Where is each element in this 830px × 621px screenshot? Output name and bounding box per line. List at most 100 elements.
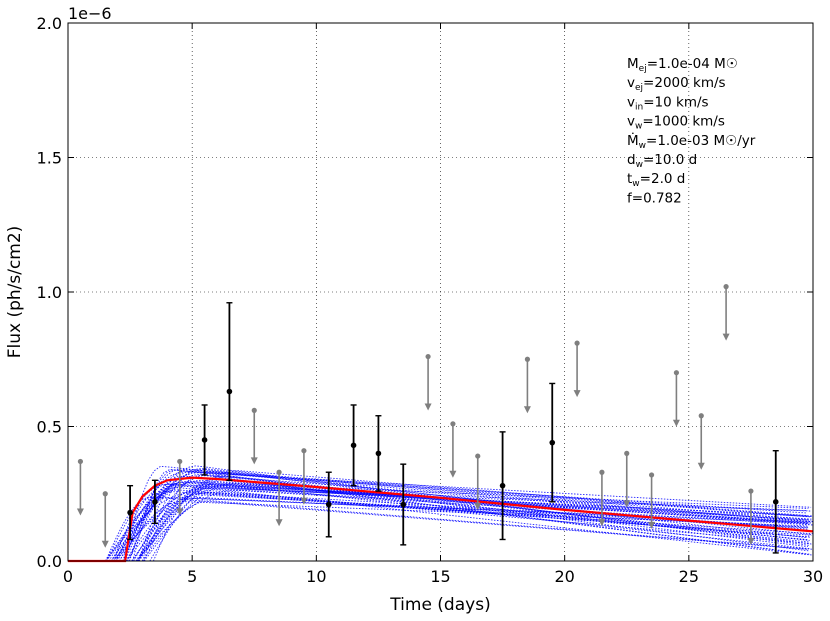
sample-curve: [152, 483, 812, 562]
x-axis-label: Time (days): [389, 595, 490, 615]
upper-limit-arrowhead: [722, 333, 730, 341]
detection: [325, 471, 332, 538]
upper-limit-point: [102, 491, 108, 497]
upper-limit-point: [301, 448, 307, 454]
upper-limit: [722, 284, 730, 341]
upper-limit-arrowhead: [76, 508, 84, 516]
sample-curve: [132, 468, 810, 562]
upper-limit-arrowhead: [598, 519, 606, 527]
x-axis-ticks: 0 5 10 15 20 25 30: [63, 23, 823, 586]
sample-curve: [138, 470, 810, 562]
upper-limit: [747, 488, 755, 546]
upper-limit-point: [673, 370, 680, 376]
detection: [549, 382, 556, 503]
x-tick-label: 15: [430, 567, 450, 586]
detection: [772, 450, 779, 554]
sample-curve: [141, 500, 813, 562]
detection: [400, 463, 407, 546]
sample-curve: [114, 471, 812, 562]
upper-limit-point: [475, 453, 481, 459]
x-tick-label: 10: [306, 567, 326, 586]
detection: [151, 479, 158, 525]
upper-limit-markers: [76, 284, 755, 548]
sample-curve: [133, 475, 811, 562]
upper-limit-arrowhead: [747, 538, 755, 546]
upper-limit: [250, 407, 258, 465]
detection: [201, 404, 208, 476]
sample-curve: [130, 475, 809, 562]
parameter-line: vw=1000 km/s: [627, 114, 725, 132]
upper-limit-arrowhead: [424, 403, 432, 411]
sample-curve: [110, 480, 813, 562]
y-scale-label: 1e−6: [68, 4, 112, 23]
sample-curve: [105, 483, 808, 562]
sample-curve: [115, 490, 812, 562]
upper-limit-arrowhead: [176, 508, 184, 516]
upper-limit-arrowhead: [697, 462, 705, 470]
upper-limit-arrowhead: [300, 497, 308, 505]
x-tick-label: 30: [803, 567, 823, 586]
upper-limit: [474, 453, 482, 511]
sample-curve: [136, 484, 808, 562]
upper-limit-arrowhead: [101, 540, 109, 548]
detection-point: [325, 501, 332, 508]
sample-curve: [104, 492, 813, 562]
upper-limit-point: [425, 353, 431, 360]
upper-limit-arrowhead: [648, 521, 656, 529]
sample-curve: [106, 480, 809, 562]
parameter-line: Ṁw=1.0e-03 M☉/yr: [627, 131, 756, 151]
detection: [375, 415, 382, 492]
y-axis-ticks: 0.0 0.5 1.0 1.5 2.0: [37, 14, 813, 571]
upper-limit: [648, 472, 656, 529]
sample-curve: [137, 475, 809, 562]
detection-point: [400, 501, 407, 508]
parameter-line: Mej=1.0e-04 M☉: [627, 56, 738, 74]
upper-limit-point: [624, 450, 630, 456]
sample-curve: [105, 468, 808, 562]
upper-limit-arrowhead: [523, 406, 531, 414]
sample-curve: [141, 474, 813, 562]
upper-limit-point: [599, 469, 605, 475]
upper-limit-point: [524, 356, 531, 362]
x-tick-label: 20: [554, 567, 574, 586]
x-tick-label: 0: [63, 567, 73, 586]
upper-limit-point: [251, 407, 257, 413]
detection-point: [127, 509, 133, 516]
upper-limit-arrowhead: [275, 519, 283, 527]
x-tick-label: 5: [187, 567, 197, 586]
detection-point: [152, 499, 158, 505]
sample-curve: [132, 497, 810, 562]
upper-limit-arrowhead: [573, 390, 581, 398]
upper-limit-point: [77, 458, 84, 465]
sample-curve: [113, 473, 810, 562]
best-fit-curve: [68, 476, 814, 563]
sample-curve: [125, 487, 809, 562]
y-tick-label: 0.5: [37, 418, 62, 437]
upper-limit: [101, 491, 109, 548]
y-tick-label: 1.0: [37, 283, 62, 302]
upper-limit-point: [574, 340, 580, 346]
detection-point: [375, 450, 382, 457]
detection: [226, 302, 233, 481]
y-axis-label: Flux (ph/s/cm2): [5, 226, 25, 359]
y-tick-label: 1.5: [37, 149, 62, 168]
parameter-line: tw=2.0 d: [627, 171, 685, 189]
upper-limit: [623, 450, 631, 508]
upper-limit-arrowhead: [250, 457, 258, 465]
upper-limit-arrowhead: [672, 419, 680, 427]
upper-limit-point: [723, 284, 729, 290]
upper-limit: [573, 340, 581, 398]
y-tick-label: 2.0: [37, 14, 62, 33]
upper-limit-arrowhead: [474, 503, 482, 511]
upper-limit-point: [276, 469, 282, 475]
upper-limit: [424, 353, 432, 411]
parameter-line: vej=2000 km/s: [627, 75, 726, 93]
detection: [350, 404, 357, 487]
detection-point: [201, 437, 208, 443]
detection: [499, 431, 506, 541]
upper-limit-point: [748, 488, 754, 494]
sample-curve: [128, 470, 812, 562]
detection-point: [226, 388, 233, 395]
